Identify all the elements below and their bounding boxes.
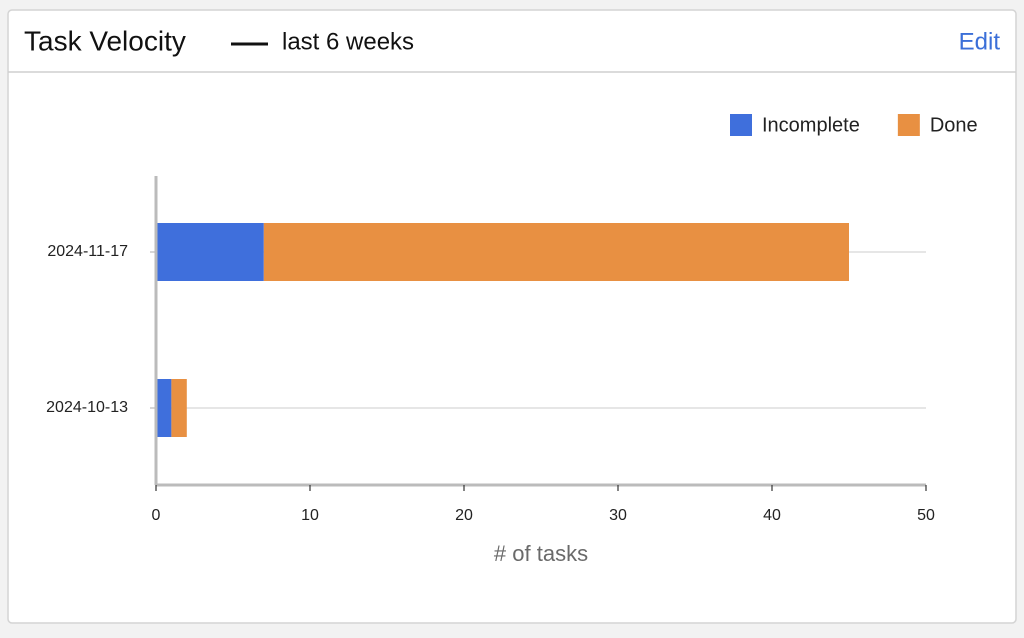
legend-label: Incomplete <box>762 114 860 136</box>
edit-button[interactable]: Edit <box>959 28 1001 55</box>
bar-segment <box>171 379 187 437</box>
y-tick-label: 2024-11-17 <box>47 243 128 260</box>
widget-subtitle: last 6 weeks <box>282 28 414 55</box>
legend-swatch <box>897 114 920 136</box>
legend-label: Done <box>930 114 978 136</box>
x-tick-label: 0 <box>152 507 161 524</box>
x-tick-label: 40 <box>763 507 781 524</box>
x-axis-title: # of tasks <box>494 541 588 566</box>
x-tick-label: 10 <box>301 507 319 524</box>
x-tick-label: 50 <box>917 507 935 524</box>
x-tick-label: 20 <box>455 507 473 524</box>
widget-title: Task Velocity <box>24 25 186 56</box>
card <box>7 9 1017 624</box>
bar-segment <box>263 223 849 281</box>
y-tick-label: 2024-10-13 <box>46 399 128 416</box>
bar-segment <box>156 223 264 281</box>
legend-swatch <box>730 114 752 136</box>
x-tick-label: 30 <box>609 507 627 524</box>
bar-segment <box>156 379 172 437</box>
